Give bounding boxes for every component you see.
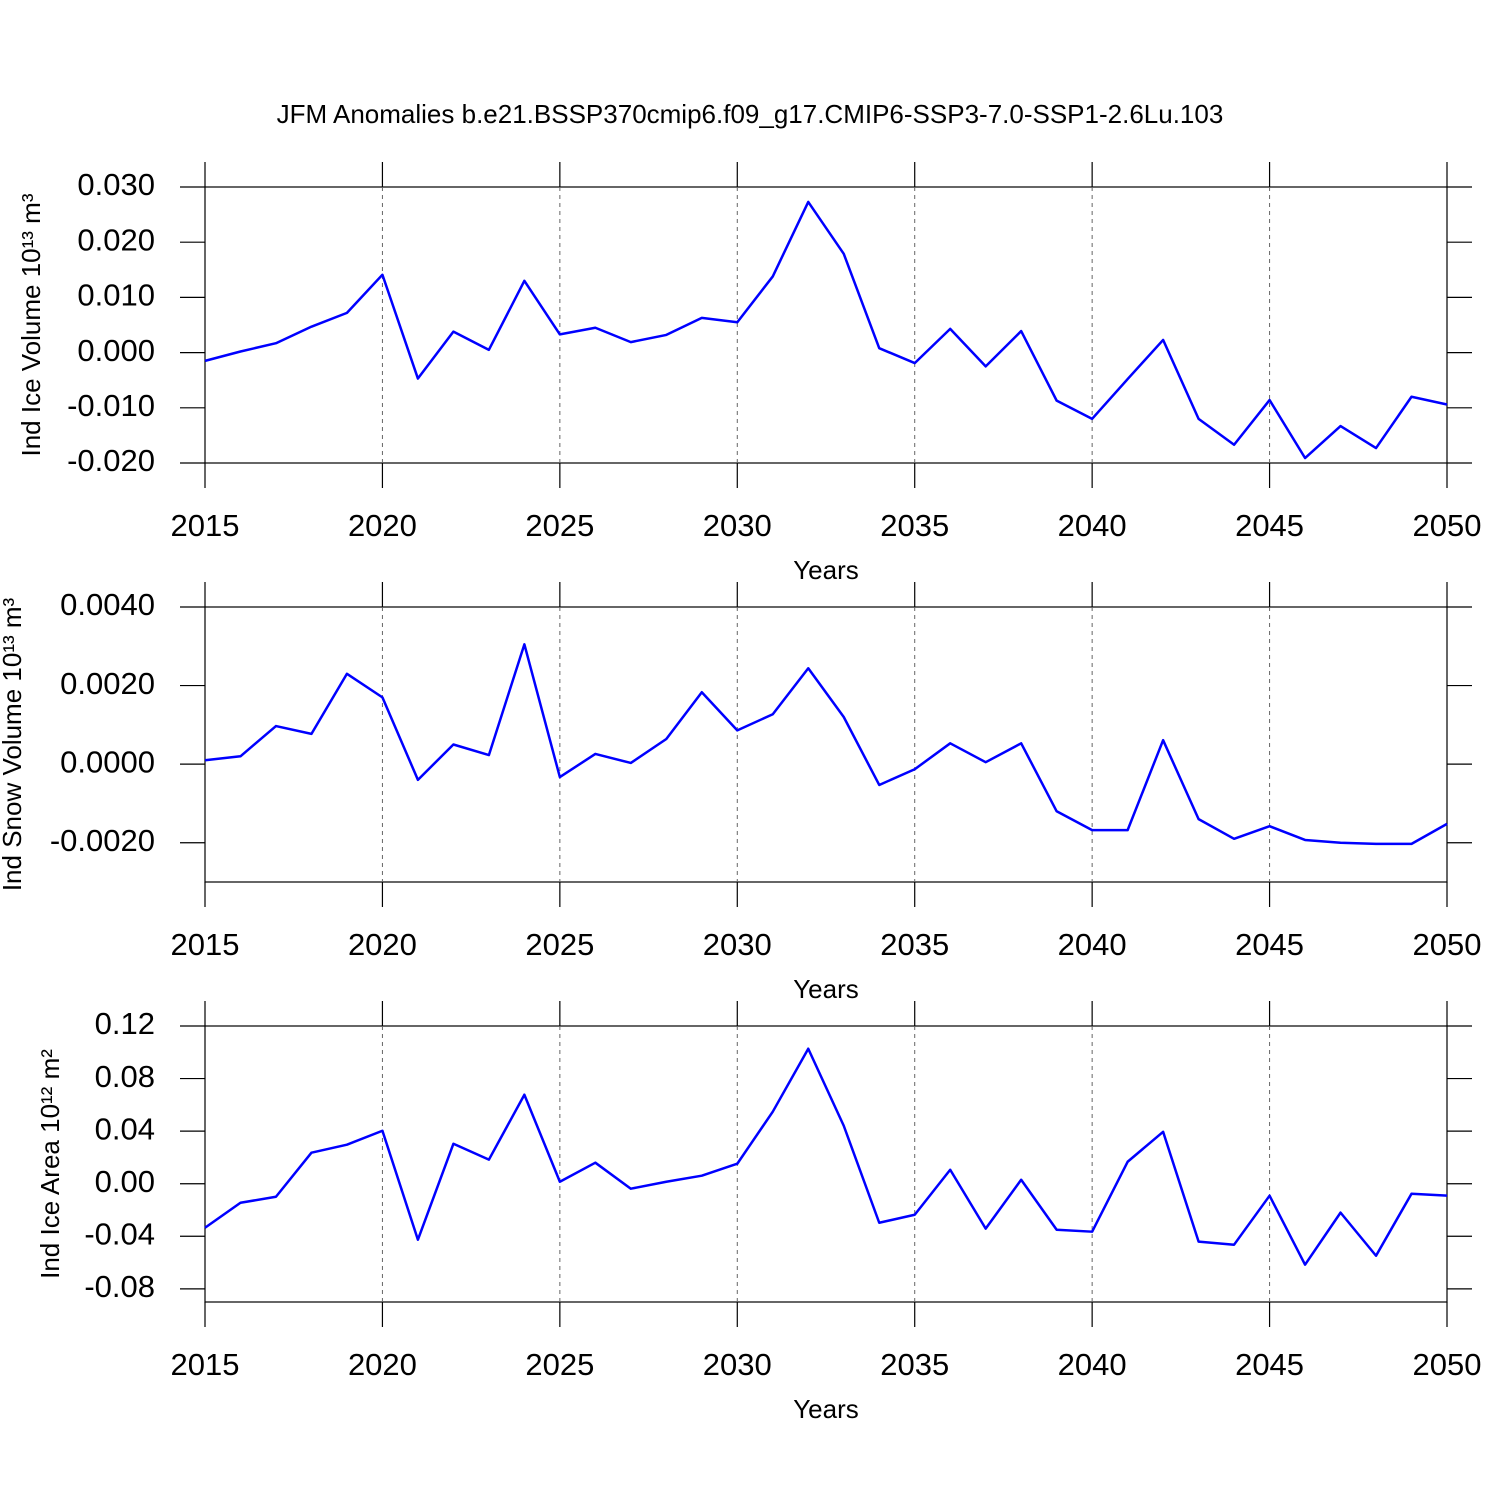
y-tick-label: -0.020 <box>67 443 155 478</box>
x-tick-label: 2015 <box>171 508 240 543</box>
y-tick-label: 0.12 <box>95 1006 155 1041</box>
y-tick-label: 0.030 <box>77 167 155 202</box>
y-tick-label: 0.0000 <box>60 744 155 779</box>
x-tick-label: 2030 <box>703 508 772 543</box>
y-tick-label: 0.04 <box>95 1111 155 1146</box>
figure-title: JFM Anomalies b.e21.BSSP370cmip6.f09_g17… <box>277 99 1224 129</box>
x-axis-label: Years <box>793 1394 859 1424</box>
x-tick-label: 2025 <box>525 927 594 962</box>
x-tick-label: 2015 <box>171 1347 240 1382</box>
y-tick-label: -0.0020 <box>50 823 155 858</box>
y-tick-label: -0.010 <box>67 388 155 423</box>
x-tick-label: 2020 <box>348 927 417 962</box>
y-tick-label: 0.0020 <box>60 666 155 701</box>
y-tick-label: 0.020 <box>77 222 155 257</box>
x-tick-label: 2035 <box>880 508 949 543</box>
x-tick-label: 2045 <box>1235 508 1304 543</box>
x-tick-label: 2045 <box>1235 1347 1304 1382</box>
x-tick-label: 2025 <box>525 508 594 543</box>
y-axis-label: Ind Ice Volume 10¹³ m³ <box>16 193 46 456</box>
x-tick-label: 2050 <box>1413 927 1482 962</box>
y-tick-label: 0.000 <box>77 333 155 368</box>
x-tick-label: 2025 <box>525 1347 594 1382</box>
x-tick-label: 2040 <box>1058 1347 1127 1382</box>
data-line <box>204 200 1448 460</box>
x-tick-label: 2020 <box>348 1347 417 1382</box>
x-axis-label: Years <box>793 974 859 1004</box>
x-tick-label: 2040 <box>1058 508 1127 543</box>
x-tick-label: 2035 <box>880 1347 949 1382</box>
y-tick-label: 0.00 <box>95 1164 155 1199</box>
x-tick-label: 2050 <box>1413 508 1482 543</box>
x-axis-label: Years <box>793 555 859 585</box>
x-tick-label: 2035 <box>880 927 949 962</box>
y-tick-label: 0.0040 <box>60 587 155 622</box>
plot-frame <box>204 1025 1448 1303</box>
x-tick-label: 2030 <box>703 1347 772 1382</box>
y-tick-label: -0.08 <box>84 1269 155 1304</box>
y-axis-label: Ind Snow Volume 10¹³ m³ <box>0 597 27 891</box>
x-tick-label: 2045 <box>1235 927 1304 962</box>
y-axis-label: Ind Ice Area 10¹² m² <box>35 1049 65 1279</box>
y-tick-label: 0.08 <box>95 1059 155 1094</box>
y-tick-label: -0.04 <box>84 1216 155 1251</box>
x-tick-label: 2030 <box>703 927 772 962</box>
x-tick-label: 2020 <box>348 508 417 543</box>
x-tick-label: 2050 <box>1413 1347 1482 1382</box>
data-line <box>204 643 1448 846</box>
y-tick-label: 0.010 <box>77 278 155 313</box>
x-tick-label: 2040 <box>1058 927 1127 962</box>
data-line <box>204 1047 1448 1266</box>
x-tick-label: 2015 <box>171 927 240 962</box>
plot-frame <box>204 606 1448 883</box>
plot-frame <box>204 186 1448 464</box>
